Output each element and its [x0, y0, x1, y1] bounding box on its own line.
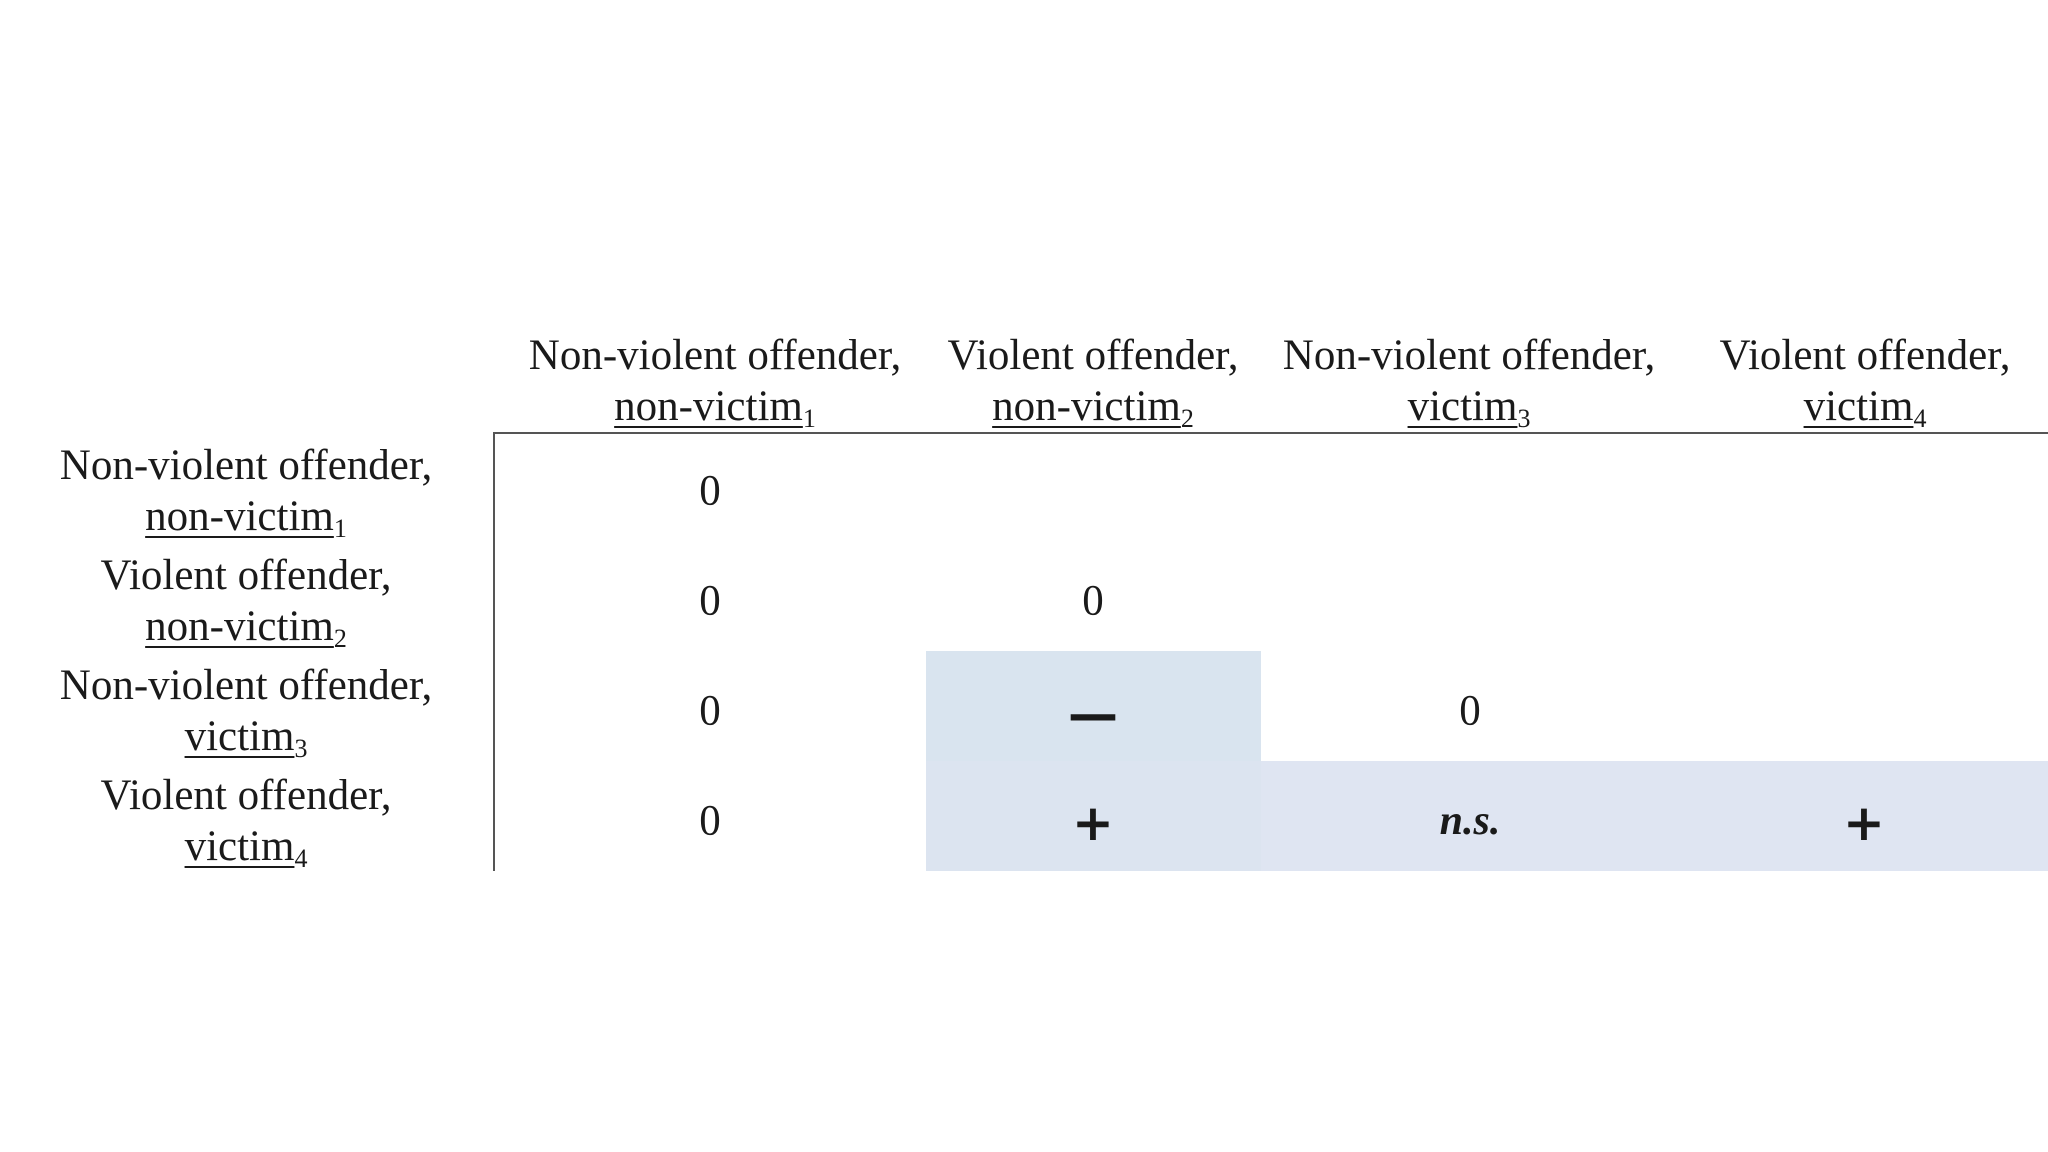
- cell-value: 0: [699, 467, 721, 515]
- not-significant-mark: n.s.: [1439, 798, 1501, 844]
- row-header: Violent offender, non-victim2: [100, 552, 392, 653]
- shade-col2-row4: [926, 761, 1261, 871]
- row-header: Non-violent offender, victim3: [59, 662, 433, 763]
- positive-effect-mark: +: [1843, 794, 1885, 852]
- positive-effect-mark: +: [1072, 794, 1114, 852]
- column-header: Violent offender, victim4: [1719, 332, 2011, 433]
- negative-effect-mark: —: [1068, 685, 1118, 743]
- column-header: Non-violent offender, victim3: [1282, 332, 1656, 433]
- cell-value: 0: [1459, 687, 1481, 735]
- row-header: Violent offender, victim4: [100, 772, 392, 873]
- shade-row4-rest: [1261, 761, 2048, 871]
- column-header: Non-violent offender, non-victim1: [528, 332, 902, 433]
- cell-value: 0: [699, 577, 721, 625]
- shade-col2-row3: [926, 651, 1261, 761]
- header-rule: [493, 432, 2048, 434]
- column-header: Violent offender, non-victim2: [947, 332, 1239, 433]
- cell-value: 0: [699, 687, 721, 735]
- row-axis-rule: [493, 432, 495, 871]
- cell-value: 0: [699, 797, 721, 845]
- cell-value: 0: [1082, 577, 1104, 625]
- row-header: Non-violent offender, non-victim1: [59, 442, 433, 543]
